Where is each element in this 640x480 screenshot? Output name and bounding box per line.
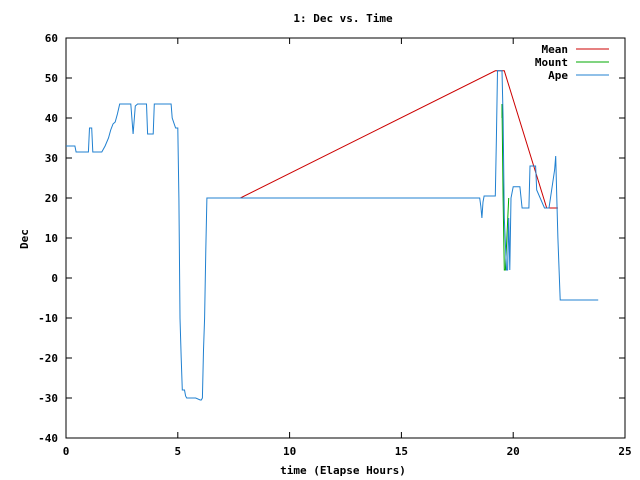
y-tick-label: 20: [45, 192, 58, 205]
x-tick-label: 20: [507, 445, 520, 458]
legend-label-mean: Mean: [542, 43, 569, 56]
x-tick-label: 15: [395, 445, 408, 458]
y-tick-label: -10: [38, 312, 58, 325]
y-tick-label: 0: [51, 272, 58, 285]
series-layer: [66, 70, 599, 401]
y-tick-label: 50: [45, 72, 58, 85]
y-tick-label: -20: [38, 352, 58, 365]
y-tick-label: 60: [45, 32, 58, 45]
x-tick-label: 0: [63, 445, 70, 458]
plot-frame: [65, 37, 626, 439]
legend-label-ape: Ape: [548, 69, 568, 82]
x-tick-label: 5: [174, 445, 181, 458]
y-tick-label: 10: [45, 232, 58, 245]
axes: 0 5 10 15 20 25 -40 -30 -20 -10 0 10 20 30 40 50 60: [38, 32, 632, 458]
y-tick-label: 40: [45, 112, 58, 125]
x-tick-label: 10: [283, 445, 296, 458]
y-tick-label: -30: [38, 392, 58, 405]
legend-label-mount: Mount: [535, 56, 568, 69]
series-line-ape: [66, 70, 599, 401]
chart-title: 1: Dec vs. Time: [293, 12, 393, 25]
y-axis-label: Dec: [18, 229, 31, 249]
series-line-mean: [206, 70, 558, 209]
y-tick-label: 30: [45, 152, 58, 165]
y-tick-label: -40: [38, 432, 58, 445]
x-axis-label: time (Elapse Hours): [280, 464, 406, 477]
x-tick-label: 25: [618, 445, 631, 458]
